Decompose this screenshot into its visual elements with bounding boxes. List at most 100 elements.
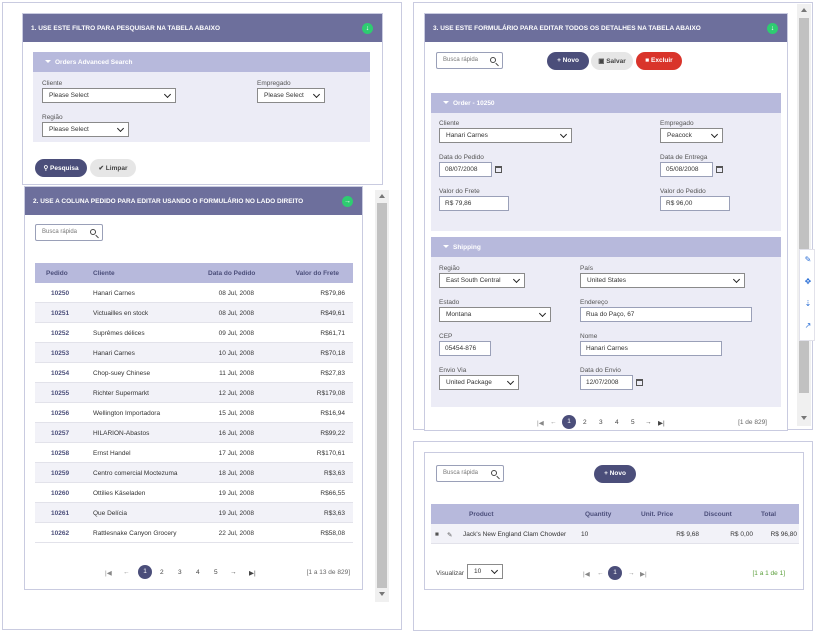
table-row[interactable]: 10258 Ernst Handel 17 Jul, 2008 R$170,61 [35, 443, 353, 463]
expand-icon[interactable]: ✥ [804, 277, 812, 286]
pais-select[interactable]: United States [580, 273, 745, 288]
page-1-button[interactable]: 1 [608, 566, 622, 580]
orders-search-input[interactable]: Busca rápida [35, 224, 103, 241]
column-valor-frete[interactable]: Valor do Frete [295, 270, 339, 277]
valor-frete-input[interactable]: R$ 79,86 [439, 196, 509, 211]
calendar-icon[interactable] [495, 166, 502, 173]
table-row[interactable]: 10251 Victuailles en stock 08 Jul, 2008 R$4… [35, 303, 353, 323]
scroll-down-icon[interactable] [379, 592, 385, 596]
calendar-icon[interactable] [716, 166, 723, 173]
prev-page-icon[interactable]: ← [550, 419, 557, 426]
page-5-button[interactable]: 5 [214, 569, 218, 576]
first-page-icon[interactable]: |◀ [105, 570, 112, 577]
last-page-icon[interactable]: ▶| [640, 571, 647, 578]
column-total[interactable]: Total [761, 511, 777, 518]
table-row[interactable]: 10250 Hanari Carnes 08 Jul, 2008 R$79,86 [35, 283, 353, 303]
ship-regiao-select[interactable]: East South Central [439, 273, 525, 288]
last-page-icon[interactable]: ▶| [249, 570, 256, 577]
column-cliente[interactable]: Cliente [93, 270, 115, 277]
table-row[interactable]: 10260 Ottilies Käseladen 19 Jul, 2008 R$66,… [35, 483, 353, 503]
order-id-link[interactable]: 10251 [51, 310, 70, 317]
left-scrollbar-thumb[interactable] [377, 203, 387, 588]
edit-empregado-select[interactable]: Peacock [660, 128, 723, 143]
envio-via-select[interactable]: United Package [439, 375, 519, 390]
column-discount[interactable]: Discount [704, 511, 732, 518]
table-row[interactable]: 10252 Suprêmes délices 09 Jul, 2008 R$61,71 [35, 323, 353, 343]
prev-page-icon[interactable]: ← [123, 569, 130, 576]
table-row[interactable]: 10262 Rattlesnake Canyon Grocery 22 Jul, 2… [35, 523, 353, 543]
table-row[interactable]: 10259 Centro comercial Moctezuma 18 Jul, 2… [35, 463, 353, 483]
calendar-icon[interactable] [636, 379, 643, 386]
column-quantity[interactable]: Quantity [585, 511, 612, 518]
order-id-link[interactable]: 10253 [51, 350, 70, 357]
order-id-link[interactable]: 10258 [51, 450, 70, 457]
page-4-button[interactable]: 4 [615, 419, 619, 426]
details-table-row[interactable]: ■ ✎ Jack's New England Clam Chowder 10 R… [431, 524, 799, 544]
edit-icon[interactable]: ✎ [447, 532, 453, 539]
visualizar-select[interactable]: 10 [467, 564, 503, 579]
next-page-icon[interactable]: → [628, 570, 635, 577]
arrow-right-circle-icon[interactable]: → [342, 196, 353, 207]
nome-input[interactable]: Hanari Carnes [580, 341, 722, 356]
estado-select[interactable]: Montana [439, 307, 551, 322]
arrow-down-circle-icon[interactable]: ↓ [767, 23, 778, 34]
prev-page-icon[interactable]: ← [597, 570, 604, 577]
table-row[interactable]: 10256 Wellington Importadora 15 Jul, 2008 R… [35, 403, 353, 423]
edit-cliente-select[interactable]: Hanari Carnes [439, 128, 572, 143]
data-entrega-input[interactable]: 05/08/2008 [660, 162, 713, 177]
cep-input[interactable]: 05454-876 [439, 341, 491, 356]
column-data-pedido[interactable]: Data do Pedido [208, 270, 256, 277]
scroll-down-icon[interactable] [801, 416, 807, 420]
first-page-icon[interactable]: |◀ [583, 571, 590, 578]
page-5-button[interactable]: 5 [631, 419, 635, 426]
page-1-button[interactable]: 1 [562, 415, 576, 429]
page-2-button[interactable]: 2 [583, 419, 587, 426]
scroll-up-icon[interactable] [379, 194, 385, 198]
order-id-link[interactable]: 10256 [51, 410, 70, 417]
right-scrollbar[interactable] [797, 4, 811, 426]
data-envio-input[interactable]: 12/07/2008 [580, 375, 633, 390]
search-button[interactable]: ⚲ Pesquisa [35, 159, 87, 177]
save-button[interactable]: ▣ Salvar [591, 52, 633, 70]
column-pedido[interactable]: Pedido [46, 270, 68, 277]
page-1-button[interactable]: 1 [138, 565, 152, 579]
delete-button[interactable]: ■ Excluir [636, 52, 682, 70]
next-page-icon[interactable]: → [230, 569, 237, 576]
table-row[interactable]: 10255 Richter Supermarkt 12 Jul, 2008 R$179… [35, 383, 353, 403]
clear-button[interactable]: ✔ Limpar [90, 159, 136, 177]
table-row[interactable]: 10254 Chop-suey Chinese 11 Jul, 2008 R$27,8… [35, 363, 353, 383]
last-page-icon[interactable]: ▶| [658, 420, 665, 427]
order-id-link[interactable]: 10259 [51, 470, 70, 477]
order-id-link[interactable]: 10261 [51, 510, 70, 517]
first-page-icon[interactable]: |◀ [537, 420, 544, 427]
page-3-button[interactable]: 3 [599, 419, 603, 426]
data-pedido-input[interactable]: 08/07/2008 [439, 162, 492, 177]
download-icon[interactable]: ⇣ [804, 299, 812, 308]
order-id-link[interactable]: 10262 [51, 530, 70, 537]
external-link-icon[interactable]: ↗ [804, 321, 812, 330]
order-id-link[interactable]: 10260 [51, 490, 70, 497]
trash-icon[interactable]: ■ [435, 531, 439, 538]
details-new-button[interactable]: + Novo [594, 465, 636, 483]
table-row[interactable]: 10257 HILARION-Abastos 16 Jul, 2008 R$99,22 [35, 423, 353, 443]
order-id-link[interactable]: 10257 [51, 430, 70, 437]
cliente-select[interactable]: Please Select [42, 88, 176, 103]
page-4-button[interactable]: 4 [196, 569, 200, 576]
page-2-button[interactable]: 2 [160, 569, 164, 576]
regiao-select[interactable]: Please Select [42, 122, 129, 137]
column-product[interactable]: Product [469, 511, 494, 518]
right-scrollbar-thumb[interactable] [799, 18, 809, 393]
details-search-input[interactable]: Busca rápida [436, 465, 504, 482]
order-id-link[interactable]: 10250 [51, 290, 70, 297]
scroll-up-icon[interactable] [801, 8, 807, 12]
arrow-down-circle-icon[interactable]: ↓ [362, 23, 373, 34]
left-scrollbar[interactable] [375, 190, 389, 602]
page-3-button[interactable]: 3 [178, 569, 182, 576]
table-row[interactable]: 10261 Que Delícia 19 Jul, 2008 R$3,63 [35, 503, 353, 523]
order-id-link[interactable]: 10255 [51, 390, 70, 397]
order-id-link[interactable]: 10254 [51, 370, 70, 377]
column-unit-price[interactable]: Unit. Price [641, 511, 674, 518]
new-button[interactable]: + Novo [547, 52, 589, 70]
edit-search-input[interactable]: Busca rápida [436, 52, 503, 69]
order-id-link[interactable]: 10252 [51, 330, 70, 337]
